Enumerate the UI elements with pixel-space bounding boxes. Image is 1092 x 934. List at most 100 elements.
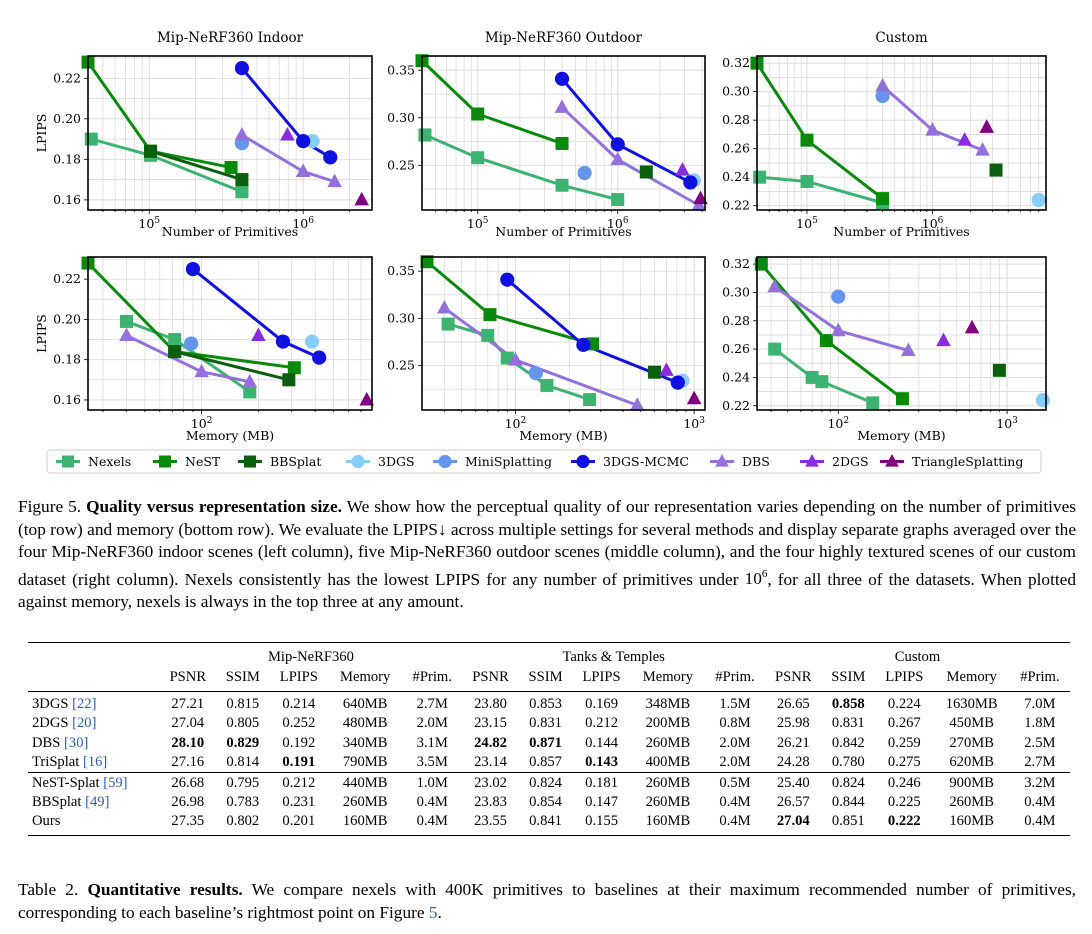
table-cell: 23.02 [462, 772, 519, 793]
chart-panel-2: 0.25 0.30 0.35 Mip-NeRF360 Outdoor Number of… [387, 30, 708, 239]
table-cell: 0.267 [887, 715, 921, 732]
y-tick-label: 0.26 [722, 341, 750, 356]
table-cell: 27.16 [171, 754, 205, 771]
point-3dgs-mcmc [275, 334, 291, 349]
table-caption-figure-ref[interactable]: 5 [428, 902, 438, 922]
table-cell: 260MB [342, 793, 388, 810]
table-cell: 2.0M [719, 754, 751, 771]
point-3dgs-mcmc [500, 272, 515, 287]
point-bbsplat [648, 365, 662, 379]
point-bbsplat [282, 373, 296, 387]
citation-link[interactable]: [16] [82, 754, 108, 771]
y-tick-label: 0.30 [722, 84, 750, 99]
metric-header-ssim: SSIM [518, 667, 573, 692]
legend-label: NeST [185, 454, 221, 469]
table-cell: 0.844 [831, 793, 865, 810]
table-cell: 26.68 [159, 772, 217, 793]
table-cell: 1.5M [719, 695, 751, 712]
table-cell: 450MB [949, 715, 994, 732]
point-3dgs-mcmc [683, 175, 698, 190]
table-cell: 0.191 [282, 754, 316, 771]
x-axis-label: Number of Primitives [162, 224, 298, 239]
table-cell: 3.1M [416, 734, 448, 751]
point-nexels [753, 170, 767, 184]
x-axis-label: Number of Primitives [833, 224, 969, 239]
y-tick-label: 0.22 [53, 70, 81, 85]
table-cell: 0.858 [831, 695, 865, 712]
legend-item-dbs: DBS [710, 454, 770, 469]
y-tick-label: 0.18 [53, 352, 81, 367]
table-cell: 0.854 [529, 793, 562, 810]
point-2dgs [957, 132, 972, 146]
point-3dgs-mcmc [576, 337, 591, 352]
table-cell: 0.780 [831, 754, 865, 771]
y-tick-label: 0.35 [387, 263, 415, 278]
point-2dgs [936, 332, 951, 347]
table-cell: 270MB [949, 734, 994, 751]
point-nexels [583, 393, 597, 407]
point-dbs [295, 163, 311, 178]
citation-link[interactable]: [30] [64, 734, 89, 751]
y-tick-label: 0.28 [722, 313, 750, 328]
table-cell: 24.82 [474, 734, 507, 751]
legend-item-3dgs: 3DGS [346, 454, 415, 469]
point-dbs [610, 151, 626, 166]
citation-link[interactable]: [22] [72, 695, 97, 712]
chart-panel-1: 0.16 0.18 0.20 0.22 Mip-NeRF360 Indoor Number… [34, 30, 373, 239]
y-tick-label: 0.35 [387, 62, 415, 77]
group-custom: Custom [765, 642, 1070, 668]
group-mipnerf360: Mip-NeRF360 [159, 642, 463, 668]
method-name: Ours [28, 812, 160, 836]
point-dbs [975, 142, 990, 156]
point-minisplatting [577, 165, 592, 181]
table-cell: 25.98 [776, 715, 810, 732]
table-cell: 23.80 [474, 695, 507, 712]
y-tick-label: 0.28 [722, 112, 750, 127]
table-cell: 0.783 [226, 793, 260, 810]
chart-title: Mip-NeRF360 Outdoor [485, 30, 643, 46]
legend-label: MiniSplatting [465, 454, 552, 469]
table-cell: 0.805 [226, 715, 260, 732]
legend-marker-icon [159, 455, 171, 468]
metric-header-memory: Memory [630, 667, 705, 692]
metric-header-lpips: LPIPS [875, 667, 934, 692]
legend: Nexels NeST BBSplat 3DGS MiniSplatting 3DGS-M… [46, 449, 1042, 474]
point-3dgs-mcmc [185, 261, 201, 277]
table-cell: 0.4M [402, 812, 463, 836]
legend-marker-icon [885, 454, 899, 467]
table-cell: 0.246 [875, 772, 934, 793]
figure-caption: Figure 5. Quality versus representation … [18, 496, 1076, 613]
table-cell: 25.40 [765, 772, 822, 793]
table-cell: 0.259 [887, 734, 921, 751]
table-cell: 23.15 [474, 715, 507, 732]
x-tick-label: 105 [467, 216, 489, 231]
citation-link[interactable]: [59] [103, 774, 128, 791]
point-bbsplat [168, 345, 182, 359]
point-dbs [194, 363, 209, 378]
figure-title: Quality versus representation size. [86, 497, 342, 516]
point-nexels [418, 128, 432, 142]
citation-link[interactable]: [20] [72, 715, 97, 732]
legend-marker-icon [351, 454, 365, 469]
point-trianglesplatting [964, 319, 980, 334]
table-cell: 28.10 [171, 734, 205, 751]
point-nexels [84, 132, 98, 146]
table-row: NeST-Splat [59] 26.68 0.795 0.212 440MB 1.0M 2… [28, 772, 1070, 793]
metric-header-prim: #Prim. [402, 667, 463, 692]
point-dbs [234, 127, 250, 141]
metric-header-psnr: PSNR [159, 667, 217, 692]
point-trianglesplatting [693, 190, 708, 205]
point-nexels [120, 314, 134, 328]
point-2dgs [659, 362, 674, 376]
point-bbsplat [992, 363, 1006, 377]
table-cell: 640MB [342, 695, 388, 712]
x-tick-label: 105 [796, 216, 818, 231]
metric-header-ssim: SSIM [216, 667, 270, 692]
x-tick-label: 105 [138, 216, 160, 231]
citation-link[interactable]: [49] [85, 793, 110, 810]
point-nest [895, 392, 909, 406]
point-bbsplat [989, 163, 1003, 177]
figure-caption-text-end: , for all three of the datasets. When pl… [18, 569, 1076, 611]
metric-header-memory: Memory [933, 667, 1010, 692]
point-nexels [815, 375, 829, 389]
